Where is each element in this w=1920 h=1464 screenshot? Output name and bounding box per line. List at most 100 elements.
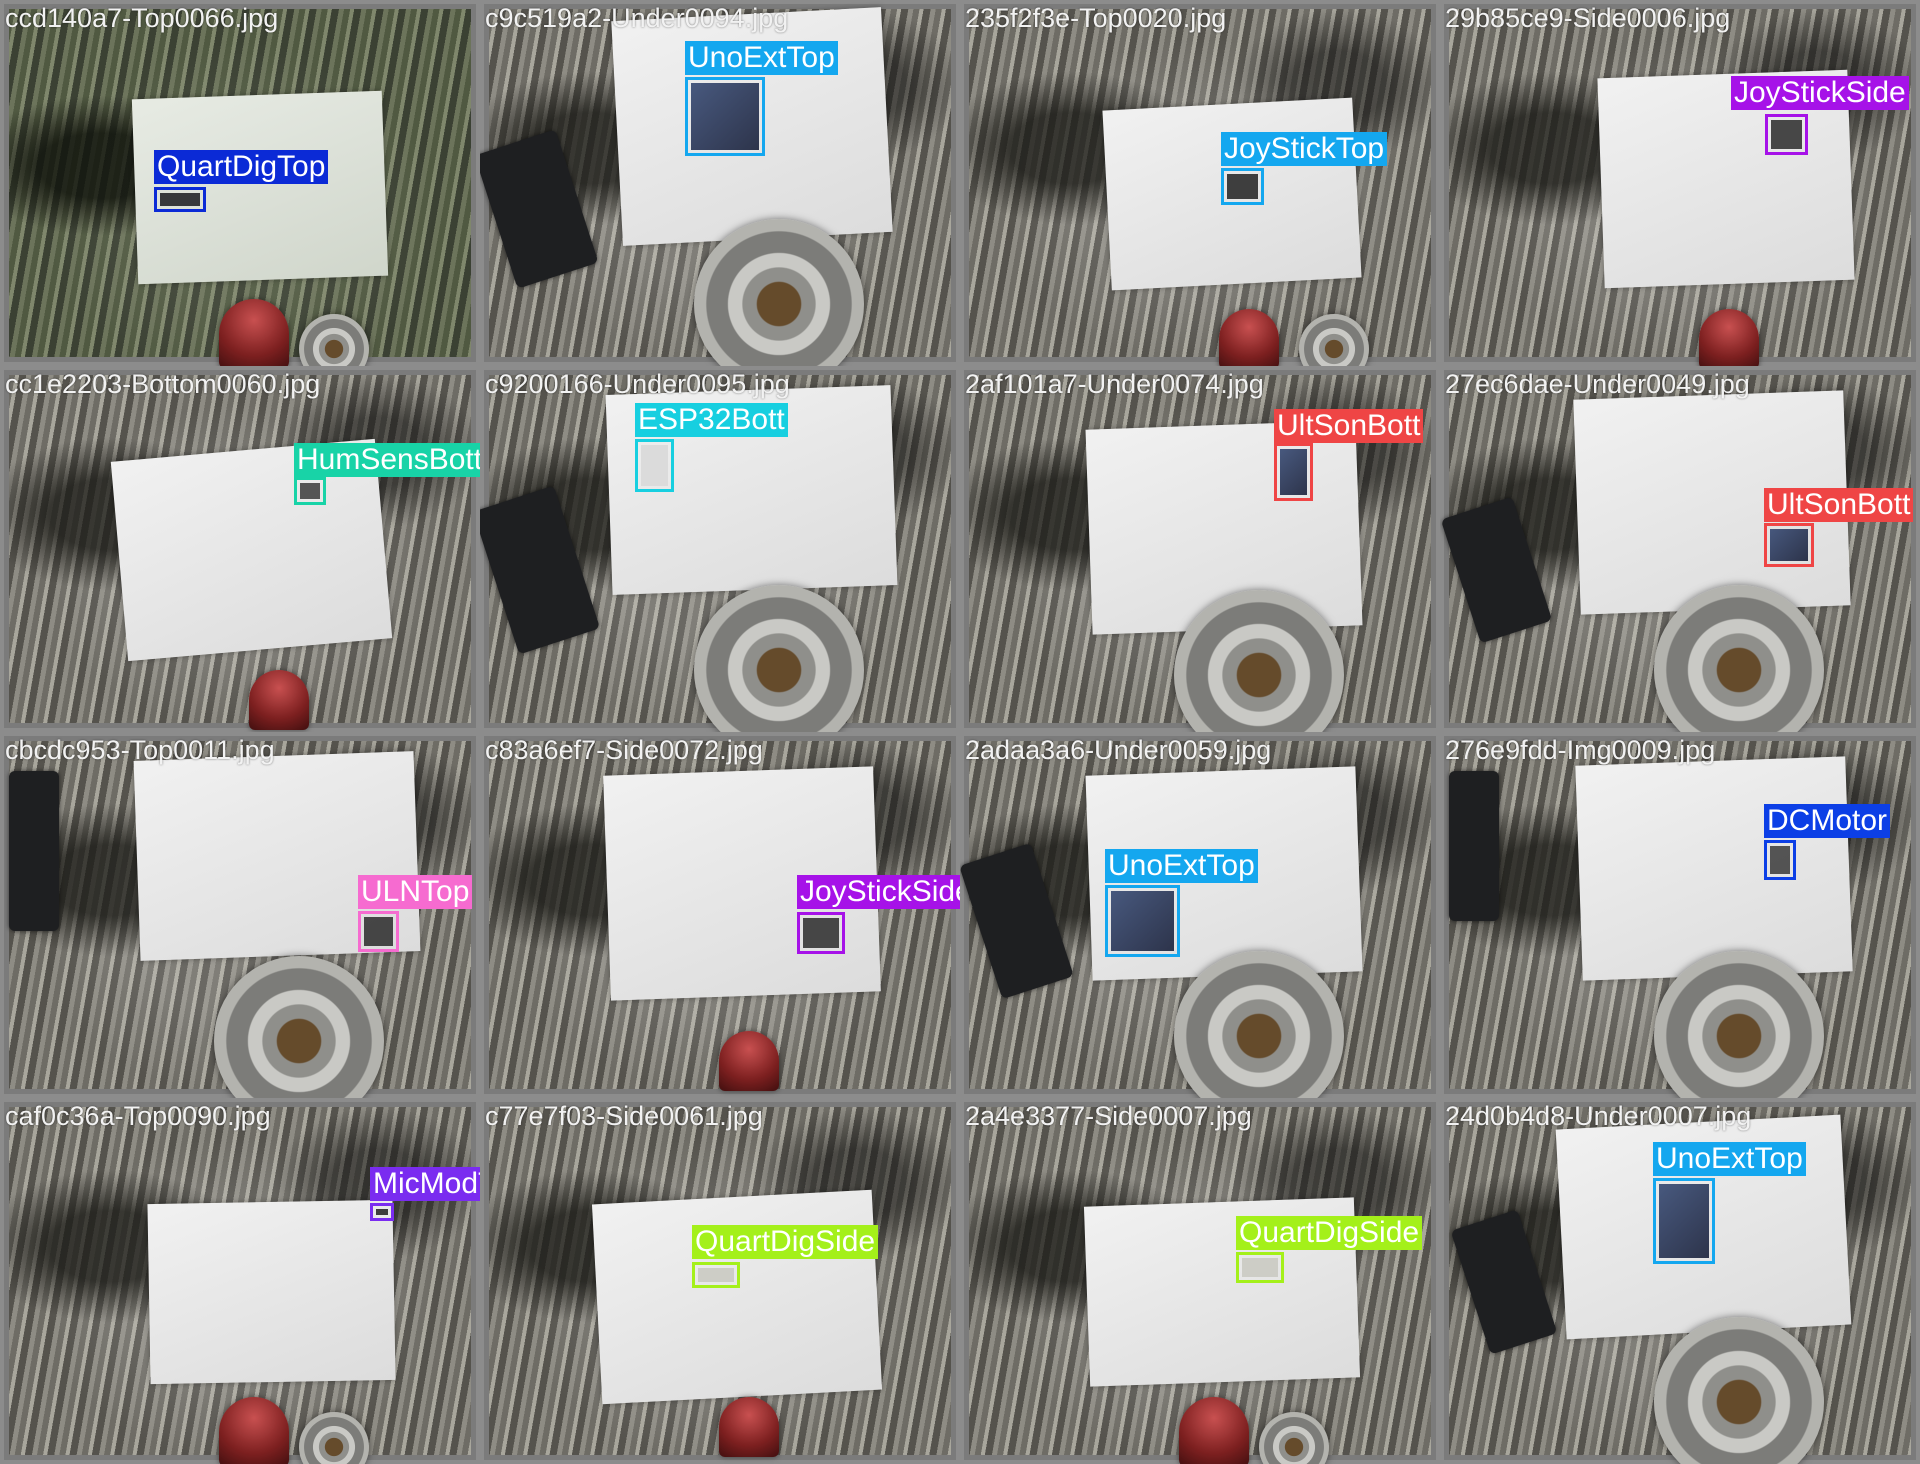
detection-label: UnoExtTop bbox=[1653, 1142, 1806, 1176]
image-tile-4[interactable]: 29b85ce9-Side0006.jpg JoyStickSide bbox=[1440, 0, 1920, 366]
image-tile-9[interactable]: cbcdc953-Top0011.jpg ULNTop bbox=[0, 732, 480, 1098]
phone-object bbox=[1440, 496, 1553, 644]
metal-gear bbox=[1654, 585, 1824, 732]
image-tile-1[interactable]: ccd140a7-Top0066.jpg QuartDigTop bbox=[0, 0, 480, 366]
scene-photo bbox=[1449, 741, 1911, 1098]
bounding-box bbox=[1764, 840, 1796, 880]
red-knob bbox=[249, 670, 309, 730]
image-filename: 27ec6dae-Under0049.jpg bbox=[1445, 369, 1750, 399]
image-tile-12[interactable]: 276e9fdd-Img0009.jpg DCMotor bbox=[1440, 732, 1920, 1098]
scene-photo bbox=[9, 1107, 471, 1464]
bounding-box bbox=[370, 1203, 394, 1221]
phone-object bbox=[9, 771, 59, 931]
image-filename: 24d0b4d8-Under0007.jpg bbox=[1445, 1101, 1752, 1131]
image-tile-3[interactable]: 235f2f3e-Top0020.jpg JoyStickTop bbox=[960, 0, 1440, 366]
image-tile-6[interactable]: c9200166-Under0095.jpg ESP32Bott bbox=[480, 366, 960, 732]
metal-gear bbox=[1174, 590, 1344, 732]
metal-gear bbox=[694, 585, 864, 732]
scene-photo bbox=[9, 375, 471, 730]
detection-label: QuartDigTop bbox=[154, 150, 329, 184]
detection-label: HumSensBott bbox=[294, 443, 480, 477]
image-filename: c9200166-Under0095.jpg bbox=[485, 369, 790, 399]
detection-label: ESP32Bott bbox=[635, 403, 788, 437]
bounding-box bbox=[1274, 443, 1313, 501]
image-filename: ccd140a7-Top0066.jpg bbox=[5, 3, 279, 33]
image-filename: 29b85ce9-Side0006.jpg bbox=[1445, 3, 1731, 33]
detection-label: JoyStickSide bbox=[1731, 76, 1909, 110]
bounding-box bbox=[685, 77, 765, 156]
detection-label: UnoExtTop bbox=[1105, 849, 1258, 883]
detection-label: UltSonBott bbox=[1764, 488, 1914, 522]
detection-label: MicModTop bbox=[370, 1167, 480, 1201]
metal-gear bbox=[1654, 1317, 1824, 1464]
image-tile-13[interactable]: caf0c36a-Top0090.jpg MicModTop bbox=[0, 1098, 480, 1464]
image-filename: 276e9fdd-Img0009.jpg bbox=[1445, 735, 1716, 765]
bounding-box bbox=[692, 1262, 740, 1288]
red-knob bbox=[719, 1031, 779, 1091]
detection-label: JoyStickTop bbox=[1221, 132, 1388, 166]
image-filename: 235f2f3e-Top0020.jpg bbox=[965, 3, 1227, 33]
bounding-box bbox=[294, 477, 326, 505]
image-filename: 2adaa3a6-Under0059.jpg bbox=[965, 735, 1272, 765]
image-filename: 2a4e3377-Side0007.jpg bbox=[965, 1101, 1252, 1131]
bounding-box bbox=[1221, 168, 1264, 205]
scene-photo bbox=[1449, 9, 1911, 366]
bounding-box bbox=[1764, 523, 1814, 567]
metal-gear bbox=[1259, 1412, 1329, 1464]
detection-label: QuartDigSide bbox=[692, 1225, 879, 1259]
image-tile-16[interactable]: 24d0b4d8-Under0007.jpg UnoExtTop bbox=[1440, 1098, 1920, 1464]
image-filename: c83a6ef7-Side0072.jpg bbox=[485, 735, 763, 765]
detection-label: ULNTop bbox=[358, 875, 473, 909]
phone-object bbox=[1449, 771, 1499, 921]
bounding-box bbox=[154, 187, 206, 212]
image-tile-5[interactable]: cc1e2203-Bottom0060.jpg HumSensBott bbox=[0, 366, 480, 732]
red-knob bbox=[1699, 309, 1759, 366]
scene-photo bbox=[1440, 375, 1911, 732]
scene-photo bbox=[969, 1107, 1431, 1464]
scene-photo bbox=[489, 741, 951, 1091]
bounding-box bbox=[358, 911, 399, 952]
bounding-box bbox=[1105, 885, 1180, 957]
detection-label: UltSonBott bbox=[1274, 409, 1424, 443]
phone-object bbox=[960, 842, 1074, 1000]
scene-photo bbox=[480, 375, 951, 732]
metal-gear bbox=[694, 219, 864, 366]
detection-label: UnoExtTop bbox=[685, 41, 838, 75]
detection-label: JoyStickSide bbox=[797, 875, 960, 909]
metal-gear bbox=[1299, 314, 1369, 366]
detection-label: DCMotor bbox=[1764, 804, 1891, 838]
image-filename: c77e7f03-Side0061.jpg bbox=[485, 1101, 763, 1131]
bounding-box bbox=[1653, 1178, 1715, 1264]
image-filename: caf0c36a-Top0090.jpg bbox=[5, 1101, 271, 1131]
paper-sheet bbox=[147, 1199, 396, 1385]
scene-photo bbox=[960, 741, 1431, 1098]
image-filename: c9c519a2-Under0094.jpg bbox=[485, 3, 789, 33]
metal-gear bbox=[299, 314, 369, 366]
image-tile-10[interactable]: c83a6ef7-Side0072.jpg JoyStickSide bbox=[480, 732, 960, 1098]
image-tile-2[interactable]: c9c519a2-Under0094.jpg UnoExtTop bbox=[480, 0, 960, 366]
red-knob bbox=[719, 1397, 779, 1457]
image-tile-14[interactable]: c77e7f03-Side0061.jpg QuartDigSide bbox=[480, 1098, 960, 1464]
image-filename: cc1e2203-Bottom0060.jpg bbox=[5, 369, 321, 399]
image-tile-8[interactable]: 27ec6dae-Under0049.jpg UltSonBott bbox=[1440, 366, 1920, 732]
image-filename: 2af101a7-Under0074.jpg bbox=[965, 369, 1264, 399]
bounding-box bbox=[1236, 1252, 1284, 1283]
metal-gear bbox=[1174, 951, 1344, 1098]
detection-label: QuartDigSide bbox=[1236, 1216, 1423, 1250]
red-knob bbox=[1179, 1397, 1249, 1464]
metal-gear bbox=[1654, 951, 1824, 1098]
scene-photo bbox=[9, 741, 471, 1098]
phone-object bbox=[480, 129, 599, 289]
image-tile-11[interactable]: 2adaa3a6-Under0059.jpg UnoExtTop bbox=[960, 732, 1440, 1098]
paper-sheet bbox=[1575, 756, 1853, 981]
image-tile-7[interactable]: 2af101a7-Under0074.jpg UltSonBott bbox=[960, 366, 1440, 732]
image-filename: cbcdc953-Top0011.jpg bbox=[5, 735, 275, 765]
image-tile-15[interactable]: 2a4e3377-Side0007.jpg QuartDigSide bbox=[960, 1098, 1440, 1464]
red-knob bbox=[219, 299, 289, 366]
metal-gear bbox=[214, 956, 384, 1098]
scene-photo bbox=[969, 9, 1431, 366]
bounding-box bbox=[797, 912, 845, 954]
phone-object bbox=[1450, 1209, 1558, 1355]
bounding-box bbox=[635, 439, 674, 492]
